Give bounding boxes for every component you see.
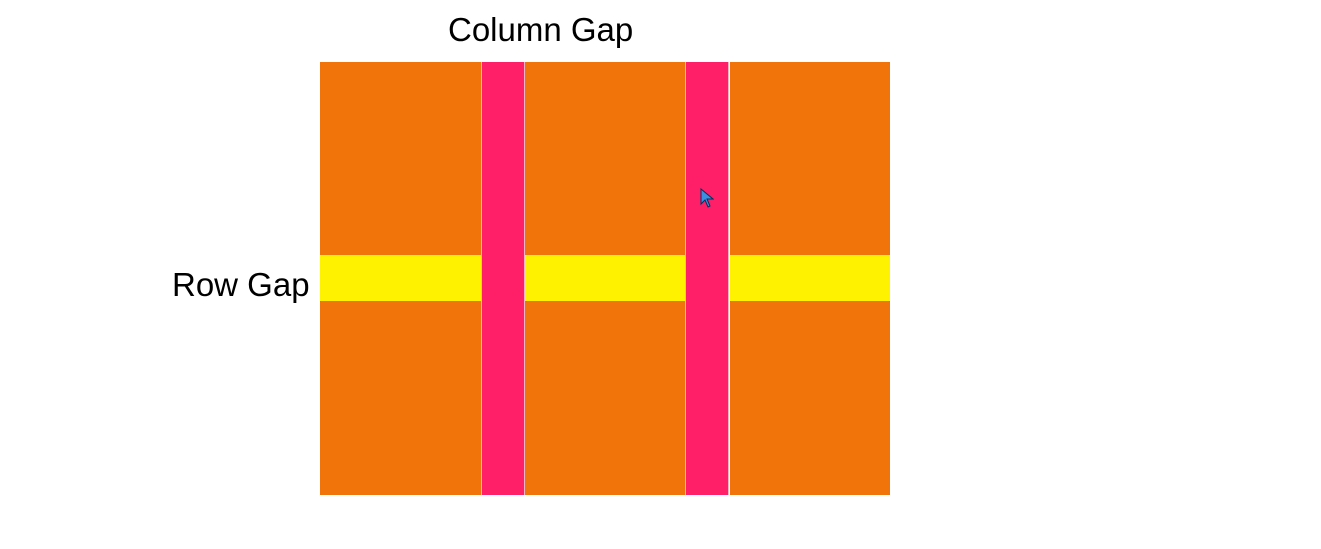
column-gap-first bbox=[481, 62, 525, 495]
mouse-pointer-icon bbox=[700, 188, 714, 208]
grid-item-top-center bbox=[525, 62, 686, 255]
row-gap-right bbox=[730, 255, 890, 301]
grid-item-bottom-right bbox=[730, 301, 890, 495]
row-gap-left bbox=[320, 255, 482, 301]
column-gap-label: Column Gap bbox=[448, 11, 634, 48]
grid-item-top-right bbox=[730, 62, 890, 255]
grid-item-top-left bbox=[320, 62, 482, 255]
grid-gap-diagram bbox=[320, 62, 890, 495]
cursor-arrow-shape bbox=[700, 188, 714, 208]
grid-item-bottom-center bbox=[525, 301, 686, 495]
row-gap-center bbox=[525, 255, 686, 301]
column-gap-second bbox=[685, 62, 729, 495]
grid-item-bottom-left bbox=[320, 301, 482, 495]
row-gap-label: Row Gap bbox=[172, 266, 310, 303]
